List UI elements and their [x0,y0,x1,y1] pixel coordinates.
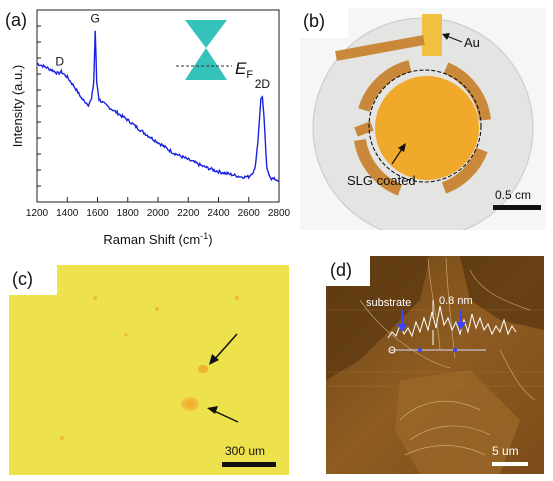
afm-height-profile [387,305,517,339]
slg-dashed-outline [368,69,482,183]
au-label: Au [464,35,480,50]
x-tick-label: 2800 [268,208,291,219]
graphene-flake [181,397,199,411]
peak-label: D [55,55,64,69]
dirac-cone-lower [185,48,227,80]
afm-flake-region [395,370,520,474]
panel-a-y-axis-label: Intensity (a.u.) [10,65,25,147]
panel-c-micrograph [9,265,289,475]
panel-d-scale-bar [492,462,528,466]
panel-a-raman-series-line [36,30,280,183]
panel-a-x-axis-label: Raman Shift (cm-1) [103,231,212,247]
panel-a-y-axis [37,25,41,187]
panel-c-scale-label: 300 um [225,444,265,458]
x-tick-label: 1600 [86,208,109,219]
slg-coated-film [375,76,479,180]
panel-a-peak-labels: D G 2D [55,12,270,91]
x-tick-label: 2600 [238,208,261,219]
slg-label: SLG coated [347,173,416,188]
flake-arrow-top-head [209,354,219,365]
x-tick-label: 1800 [117,208,140,219]
afm-substrate-region [326,256,430,380]
panel-c: 300 um (c) [9,265,289,475]
graphene-flake [60,436,64,440]
gold-contact-pad [422,14,442,56]
afm-substrate-label: substrate [366,297,411,309]
panel-d-scale-label: 5 um [492,444,519,458]
panel-d-label: (d) [330,260,352,280]
x-tick-label: 1400 [56,208,79,219]
panel-b: Au SLG coated 0.5 cm (b) [300,8,546,230]
x-tick-label: 2200 [177,208,200,219]
graphene-flake [155,307,159,311]
flake-arrow-bottom [211,409,239,423]
fermi-level-label: EF [235,59,253,81]
flake-arrow-bottom-head [207,406,218,414]
panel-a-dirac-cone-inset: EF [176,20,253,81]
panel-a-x-axis: 1200 1400 1600 1800 2000 2200 2400 2600 2800 [26,197,291,219]
panel-c-label-box [9,265,57,295]
x-tick-label: 2000 [147,208,170,219]
substrate-marker-arrow-head [397,324,407,332]
afm-profile-marker [418,348,422,352]
dirac-cone-upper [185,20,227,48]
slg-arrow-head [398,143,406,152]
afm-profile-marker [453,348,457,352]
panel-a-label: (a) [5,10,27,30]
graphene-flake [198,365,208,373]
graphene-flake [124,333,128,337]
panel-c-label: (c) [12,269,33,289]
peak-label: G [91,12,100,26]
afm-height-label: 0.8 nm [439,295,473,307]
x-tick-label: 1200 [26,208,49,219]
flake-arrow-top [212,333,238,362]
panel-d-label-box [326,256,370,286]
graphene-flake [93,296,97,300]
panel-b-scale-bar [493,205,541,210]
panel-b-label: (b) [303,11,325,31]
flake-marker-arrow-head [456,322,466,330]
au-arrow-head [442,33,450,40]
panel-a: (a) 1200 1400 1600 1800 2000 2200 2400 2600 2800… [5,9,291,247]
panel-b-label-box [300,8,348,38]
gold-arm-top [335,35,425,61]
gold-electrode-ring [354,60,491,196]
graphene-flake [235,296,239,300]
panel-d: substrate 0.8 nm 5 um (d) [326,256,544,474]
afm-scan-lines [326,309,544,387]
peak-label: 2D [255,77,271,91]
panel-c-scale-bar [222,462,276,467]
panel-a-plot-frame [36,9,280,203]
afm-substrate-region [460,256,544,330]
x-tick-label: 2400 [207,208,230,219]
panel-b-scale-label: 0.5 cm [495,188,531,202]
afm-profile-marker [388,346,396,354]
